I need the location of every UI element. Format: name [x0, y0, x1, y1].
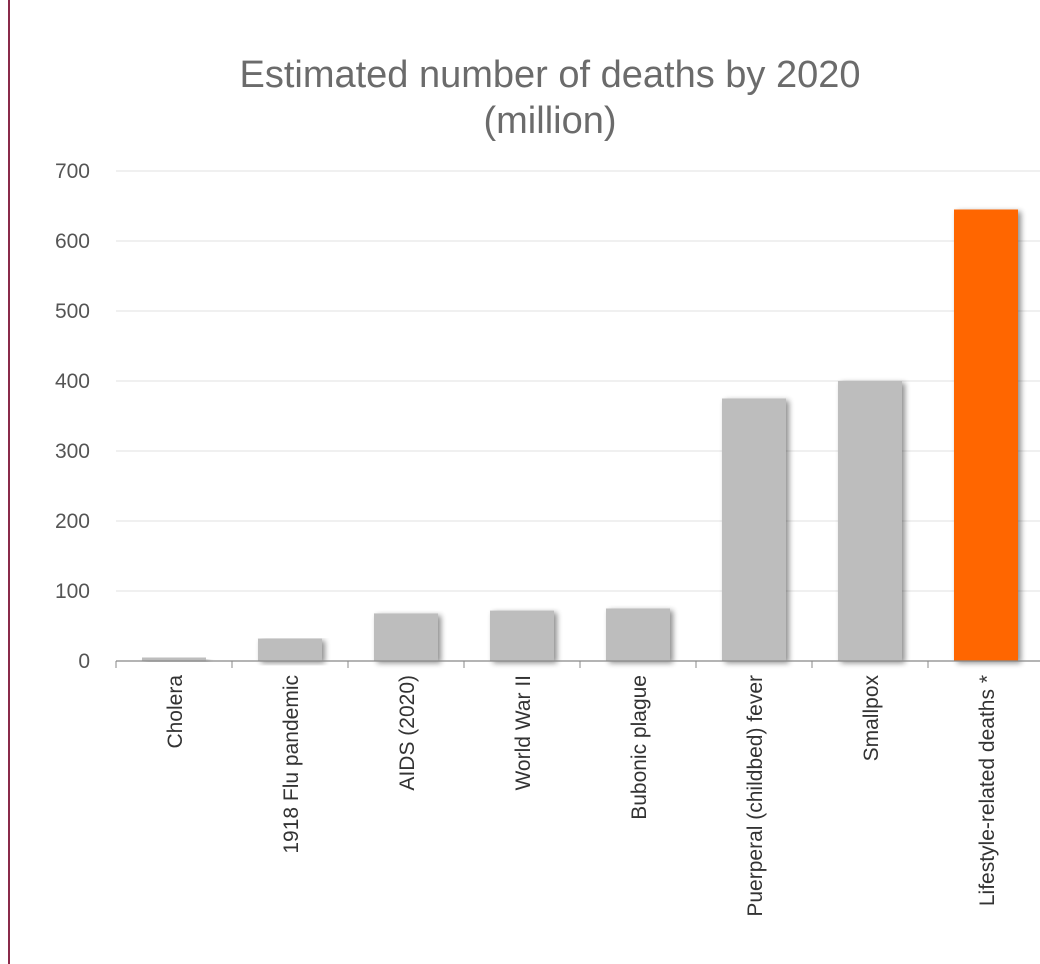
- y-tick-label: 700: [55, 160, 90, 183]
- x-axis-tick-labels: Cholera 1918 Flu pandemic AIDS (2020) World…: [164, 675, 999, 917]
- bar-1: [142, 657, 206, 661]
- chart-title-line-2: (million): [483, 100, 617, 142]
- chart-title: Estimated number of deaths by 2020 (mill…: [70, 52, 1030, 144]
- chart-title-line-1: Estimated number of deaths by 2020: [239, 54, 861, 96]
- x-tick-label: Puerperal (childbed) fever: [744, 675, 767, 917]
- bar-5: [606, 608, 670, 661]
- x-tick-label: Bubonic plague: [628, 675, 651, 820]
- bar-7: [838, 381, 902, 661]
- bar-3: [374, 613, 438, 661]
- bar-2: [258, 638, 322, 661]
- bar-6: [722, 398, 786, 661]
- left-border-rule: [8, 0, 10, 964]
- x-tick-label: Cholera: [164, 675, 187, 749]
- y-tick-label: 0: [78, 650, 90, 673]
- x-tick-label: 1918 Flu pandemic: [280, 675, 303, 854]
- y-tick-label: 600: [55, 230, 90, 253]
- y-tick-label: 100: [55, 580, 90, 603]
- bar-8: [954, 209, 1018, 661]
- x-tick-label: Smallpox: [860, 675, 883, 762]
- x-tick-label: Lifestyle-related deaths *: [976, 675, 999, 906]
- x-tick-label: World War II: [512, 675, 535, 791]
- y-tick-label: 200: [55, 510, 90, 533]
- y-tick-label: 500: [55, 300, 90, 323]
- x-axis: [115, 660, 1040, 668]
- y-axis-tick-labels: 0 100 200 300 400 500 600 700: [55, 160, 90, 673]
- x-tick-label: AIDS (2020): [396, 675, 419, 791]
- bar-4: [490, 610, 554, 661]
- y-tick-label: 300: [55, 440, 90, 463]
- bars: [142, 209, 1018, 661]
- y-tick-label: 400: [55, 370, 90, 393]
